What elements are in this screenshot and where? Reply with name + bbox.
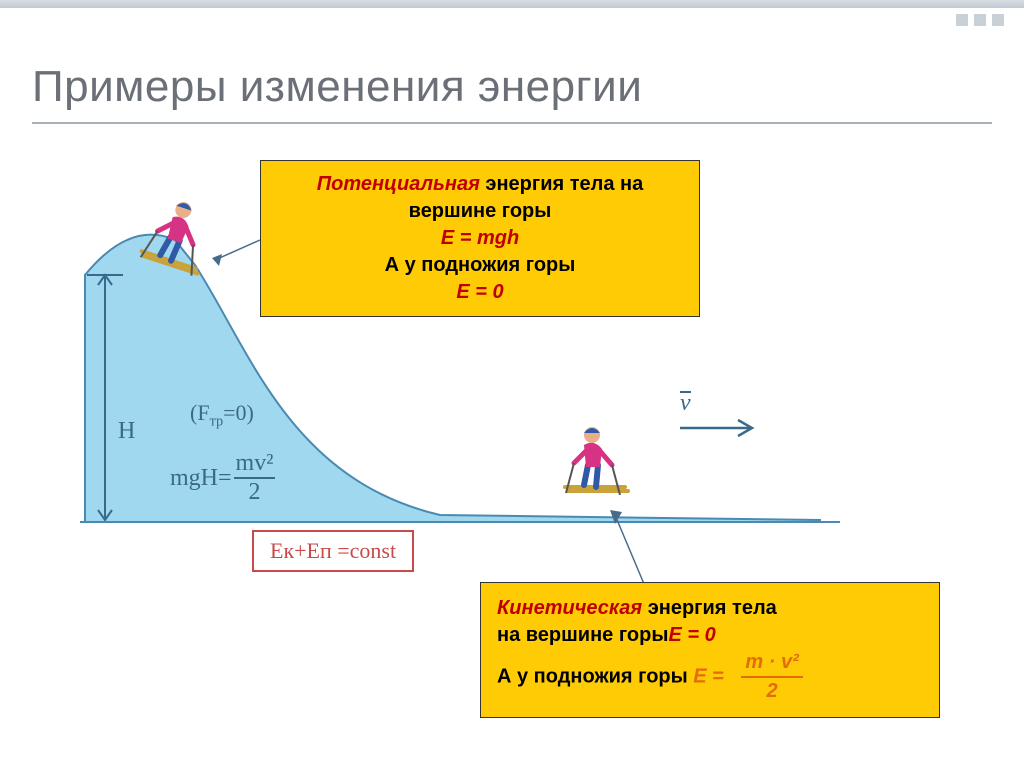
pe-formula-top: E = mgh — [279, 225, 681, 252]
pe-formula-bot: E = 0 — [279, 279, 681, 306]
lead-arrowhead-top — [212, 254, 222, 266]
ke-line2a: на вершине горы — [497, 624, 668, 646]
conservation-equation-box: Eк+Eп =const — [252, 530, 414, 572]
lead-line-top — [215, 240, 260, 260]
title-text: Примеры изменения энергии — [32, 62, 642, 111]
ke-rest1: энергия тела — [642, 597, 777, 619]
mgh-den: 2 — [234, 479, 276, 506]
pe-rest1: энергия тела на — [480, 173, 643, 195]
ftr-r: =0) — [223, 400, 254, 425]
height-label: H — [118, 418, 135, 445]
ke-word: Кинетическая — [497, 597, 642, 619]
potential-energy-callout: Потенциальная энергия тела на вершине го… — [260, 160, 700, 317]
ke-e0: E = 0 — [668, 624, 715, 646]
ke-frac-num: m · v² — [741, 649, 802, 678]
pe-word: Потенциальная — [317, 173, 480, 195]
energy-equation: mgH= mv² 2 — [170, 450, 275, 506]
friction-zero-label: (Fтр=0) — [190, 400, 254, 430]
title-underline — [32, 122, 992, 124]
ftr-sub: тр — [210, 413, 224, 429]
v-overbar: v — [680, 391, 691, 415]
mgh-num: mv² — [234, 450, 276, 479]
diagram-stage: H (Fтр=0) mgH= mv² 2 v Eк+Eп =const Поте… — [60, 160, 880, 720]
pe-line2: вершине горы — [279, 198, 681, 225]
skier-bottom-icon — [560, 415, 630, 495]
kinetic-energy-callout: Кинетическая энергия тела на вершине гор… — [480, 582, 940, 718]
slide-top-bar — [0, 0, 1024, 8]
conservation-text: Eк+Eп =const — [270, 538, 396, 563]
ke-E-eq: E = — [693, 665, 729, 687]
ke-fraction: m · v² 2 — [741, 649, 802, 705]
mgh-lhs: mgH= — [170, 465, 232, 492]
pe-line4: А у подножия горы — [279, 252, 681, 279]
slide-deco-squares — [956, 14, 1004, 26]
velocity-arrow — [680, 420, 752, 436]
ke-line3: А у подножия горы — [497, 665, 693, 687]
ftr-l: (F — [190, 400, 210, 425]
mgh-rhs: mv² 2 — [234, 450, 276, 506]
ke-frac-den: 2 — [741, 678, 802, 705]
page-title: Примеры изменения энергии — [32, 62, 642, 112]
velocity-label: v — [680, 390, 691, 417]
